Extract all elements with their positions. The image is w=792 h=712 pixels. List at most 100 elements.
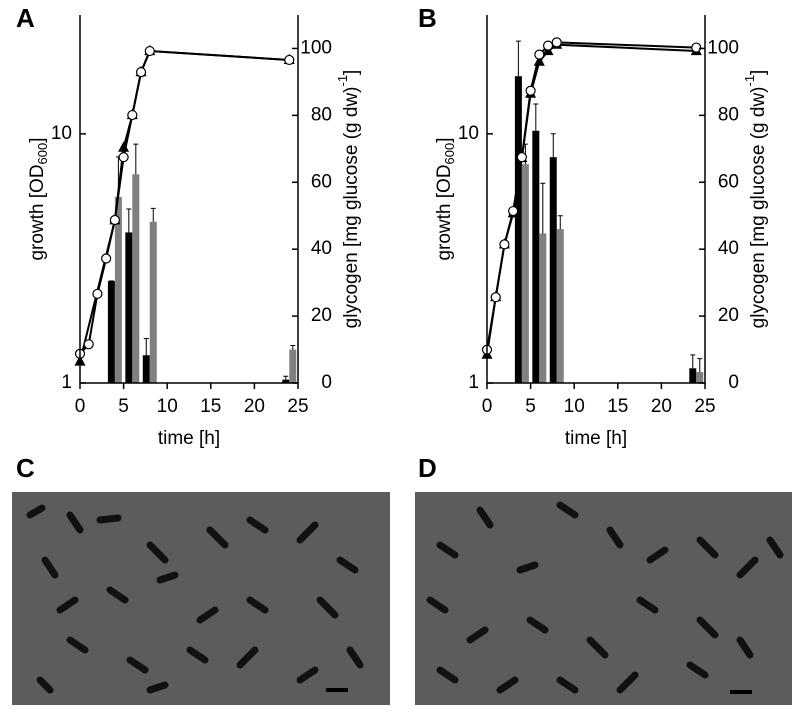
marker <box>551 37 562 48</box>
panel-label: D <box>418 453 437 483</box>
marker <box>508 205 519 217</box>
y-axis-label: growth [OD600] <box>27 137 50 260</box>
marker <box>490 292 501 303</box>
marker <box>109 214 120 226</box>
marker <box>101 253 112 264</box>
x-axis-label: time [h] <box>158 428 220 449</box>
error-bar <box>550 133 556 158</box>
x-tick-label: 25 <box>287 396 308 417</box>
bar <box>532 130 540 383</box>
marker <box>135 66 147 78</box>
error-bar <box>150 207 156 222</box>
y2-axis-label: glycogen [mg glucose (g dw)-1] <box>335 70 362 329</box>
y-axis-label: growth [OD600] <box>434 137 457 260</box>
axes <box>486 15 706 384</box>
bar <box>696 371 704 383</box>
y2-tick-label: 80 <box>718 104 739 125</box>
y2-axis-label-sup: -1 <box>742 75 757 87</box>
x-tick-label: 15 <box>200 396 221 417</box>
marker <box>516 152 527 163</box>
marker <box>144 45 155 57</box>
error-bar <box>290 345 296 350</box>
x-axis-label: time [h] <box>565 428 627 449</box>
y2-axis-label-end: ] <box>341 70 362 75</box>
bar <box>514 76 522 384</box>
y2-axis-label-text: glycogen [mg glucose (g dw) <box>341 87 362 329</box>
y-axis-label-sub: 600 <box>442 143 457 165</box>
x-tick-label: 25 <box>694 396 715 417</box>
marker <box>542 40 554 51</box>
marker <box>691 42 702 53</box>
y2-tick-label: 40 <box>718 238 739 259</box>
x-tick-label: 20 <box>244 396 265 417</box>
y2-axis-label-end: ] <box>748 70 769 75</box>
bar <box>521 164 529 383</box>
error-bar <box>697 358 703 372</box>
marker <box>83 339 94 350</box>
bar <box>132 174 140 383</box>
y-axis-label-text: growth [OD <box>434 164 455 260</box>
panel-label: A <box>16 3 35 33</box>
bar <box>107 280 115 383</box>
y2-tick-label: 20 <box>718 305 739 326</box>
error-bar <box>143 338 149 356</box>
y-tick-label: 10 <box>51 123 72 144</box>
bar <box>549 157 557 383</box>
error-bar <box>133 143 139 175</box>
error-bar <box>557 215 563 230</box>
marker <box>525 85 536 96</box>
y2-tick-label: 60 <box>718 171 739 192</box>
x-tick-label: 20 <box>651 396 672 417</box>
x-tick-label: 0 <box>75 396 86 417</box>
bar <box>556 229 564 383</box>
bar <box>149 221 157 383</box>
bar <box>539 233 547 383</box>
y-axis-label-end: ] <box>27 137 48 142</box>
bar <box>689 368 697 383</box>
marker <box>118 152 129 163</box>
y-axis-label-end: ] <box>434 137 455 142</box>
marker <box>92 288 103 299</box>
micrograph <box>12 492 390 705</box>
error-bar <box>533 103 539 131</box>
y-axis-label-sub: 600 <box>35 143 50 165</box>
y2-tick-label: 0 <box>321 372 332 393</box>
marker <box>499 239 510 250</box>
bar <box>114 196 122 383</box>
micrograph <box>415 492 792 705</box>
y2-tick-label: 80 <box>311 104 332 125</box>
y2-tick-label: 40 <box>311 238 332 259</box>
y-axis-label-text: growth [OD <box>27 164 48 260</box>
error-bar <box>515 40 521 77</box>
x-tick-label: 10 <box>157 396 178 417</box>
y2-axis-label-sup: -1 <box>335 75 350 87</box>
panel-label: C <box>16 453 35 483</box>
y-tick-label: 10 <box>458 123 479 144</box>
marker <box>118 141 130 152</box>
marker <box>127 109 138 121</box>
y2-tick-label: 20 <box>311 305 332 326</box>
x-tick-label: 0 <box>482 396 493 417</box>
x-tick-label: 15 <box>607 396 628 417</box>
micrograph-bg <box>415 492 792 705</box>
y2-axis-label-text: glycogen [mg glucose (g dw) <box>748 87 769 329</box>
line <box>79 50 290 355</box>
micrograph-bg <box>12 492 390 705</box>
bar <box>289 349 297 383</box>
x-tick-label: 5 <box>118 396 129 417</box>
y2-axis-label: glycogen [mg glucose (g dw)-1] <box>742 70 769 329</box>
cells <box>26 504 364 694</box>
panel-label: B <box>418 3 437 33</box>
cells <box>426 501 784 694</box>
marker <box>534 49 545 60</box>
bar <box>282 379 290 383</box>
error-bar <box>283 375 289 380</box>
y-tick-label: 1 <box>468 372 479 393</box>
y2-tick-label: 60 <box>311 171 332 192</box>
error-bar <box>540 182 546 234</box>
y2-tick-label: 100 <box>707 37 739 58</box>
marker <box>533 55 545 66</box>
error-bar <box>690 354 696 369</box>
y2-tick-label: 0 <box>728 372 739 393</box>
